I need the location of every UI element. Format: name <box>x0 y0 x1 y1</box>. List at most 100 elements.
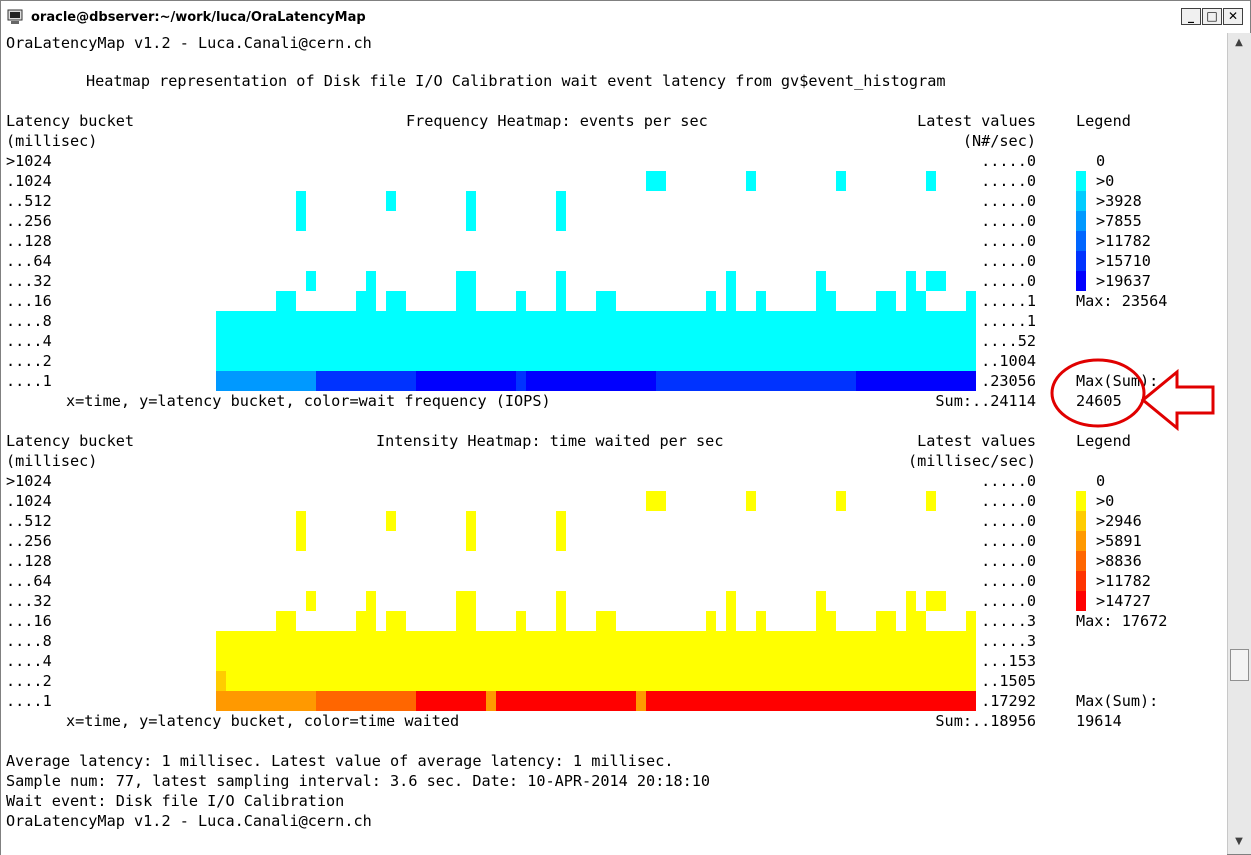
freq-legend-label: >7855 <box>1096 212 1142 230</box>
int-bucket-label: ..256 <box>6 532 52 550</box>
freq-legend-swatch <box>1076 171 1086 191</box>
heatmap-cell <box>656 651 666 671</box>
heatmap-cell <box>786 371 796 391</box>
heatmap-cell <box>826 611 836 631</box>
heatmap-cell <box>706 311 716 331</box>
heatmap-cell <box>276 611 286 631</box>
heatmap-cell <box>566 671 576 691</box>
heatmap-cell <box>526 671 536 691</box>
heatmap-cell <box>466 351 476 371</box>
heatmap-cell <box>536 631 546 651</box>
heatmap-cell <box>436 311 446 331</box>
close-button[interactable]: ✕ <box>1223 8 1243 25</box>
heatmap-cell <box>536 351 546 371</box>
heatmap-cell <box>896 651 906 671</box>
heatmap-cell <box>306 591 316 611</box>
heatmap-cell <box>346 311 356 331</box>
int-legend-swatch <box>1076 551 1086 571</box>
heatmap-cell <box>256 351 266 371</box>
freq-bucket-label: ...32 <box>6 272 52 290</box>
heatmap-cell <box>366 611 376 631</box>
heatmap-cell <box>396 351 406 371</box>
heatmap-cell <box>626 691 636 711</box>
heatmap-cell <box>286 331 296 351</box>
heatmap-cell <box>326 331 336 351</box>
heatmap-cell <box>966 291 976 311</box>
heatmap-cell <box>756 331 766 351</box>
title-bar[interactable]: oracle@dbserver:~/work/luca/OraLatencyMa… <box>1 1 1250 34</box>
heatmap-cell <box>866 351 876 371</box>
heatmap-cell <box>926 371 936 391</box>
heatmap-cell <box>396 671 406 691</box>
int-latest-value: ..1505 <box>981 672 1036 690</box>
heatmap-cell <box>326 351 336 371</box>
heatmap-cell <box>816 631 826 651</box>
freq-latest-values-label: Latest values <box>917 112 1036 130</box>
heatmap-cell <box>276 371 286 391</box>
int-bucket-label: ....8 <box>6 632 52 650</box>
heatmap-cell <box>356 351 366 371</box>
heatmap-cell <box>816 611 826 631</box>
heatmap-cell <box>296 651 306 671</box>
scrollbar-thumb[interactable] <box>1230 649 1249 681</box>
heatmap-cell <box>306 631 316 651</box>
heatmap-cell <box>956 311 966 331</box>
heatmap-cell <box>476 351 486 371</box>
heatmap-cell <box>786 671 796 691</box>
heatmap-cell <box>706 651 716 671</box>
heatmap-cell <box>966 611 976 631</box>
heatmap-cell <box>386 291 396 311</box>
vertical-scrollbar[interactable]: ▲ ▼ <box>1227 33 1251 854</box>
heatmap-cell <box>646 331 656 351</box>
heatmap-cell <box>896 671 906 691</box>
heatmap-cell <box>726 691 736 711</box>
heatmap-cell <box>276 691 286 711</box>
int-bucket-label: ...16 <box>6 612 52 630</box>
heatmap-cell <box>426 651 436 671</box>
heatmap-cell <box>456 311 466 331</box>
heatmap-cell <box>386 671 396 691</box>
heatmap-cell <box>346 631 356 651</box>
heatmap-cell <box>816 311 826 331</box>
heatmap-cell <box>496 371 506 391</box>
heatmap-cell <box>896 691 906 711</box>
heatmap-cell <box>836 311 846 331</box>
heatmap-cell <box>636 651 646 671</box>
heatmap-cell <box>536 671 546 691</box>
maximize-button[interactable]: □ <box>1202 8 1222 25</box>
heatmap-cell <box>346 331 356 351</box>
heatmap-cell <box>516 671 526 691</box>
heatmap-cell <box>416 371 426 391</box>
heatmap-cell <box>836 631 846 651</box>
heatmap-cell <box>596 651 606 671</box>
heatmap-cell <box>256 311 266 331</box>
heatmap-cell <box>656 351 666 371</box>
int-axis-caption: x=time, y=latency bucket, color=time wai… <box>66 712 460 730</box>
heatmap-cell <box>716 651 726 671</box>
scroll-down-icon[interactable]: ▼ <box>1235 836 1243 847</box>
heatmap-cell <box>626 651 636 671</box>
heatmap-cell <box>436 631 446 651</box>
int-bucket-label: .1024 <box>6 492 52 510</box>
heatmap-cell <box>366 291 376 311</box>
heatmap-cell <box>236 651 246 671</box>
terminal-output[interactable]: OraLatencyMap v1.2 - Luca.Canali@cern.ch… <box>1 33 1227 855</box>
heatmap-cell <box>866 311 876 331</box>
heatmap-cell <box>596 631 606 651</box>
heatmap-cell <box>236 311 246 331</box>
heatmap-cell <box>246 671 256 691</box>
heatmap-cell <box>826 351 836 371</box>
heatmap-cell <box>326 671 336 691</box>
int-latest-units-label: (millisec/sec) <box>907 452 1036 470</box>
minimize-button[interactable]: _ <box>1181 8 1201 25</box>
heatmap-cell <box>556 211 566 231</box>
heatmap-cell <box>666 631 676 651</box>
int-latest-value: .17292 <box>981 692 1036 710</box>
scroll-up-icon[interactable]: ▲ <box>1235 37 1243 48</box>
heatmap-cell <box>756 671 766 691</box>
heatmap-cell <box>326 631 336 651</box>
freq-legend-swatch <box>1076 191 1086 211</box>
freq-bucket-label: ....8 <box>6 312 52 330</box>
freq-bucket-label: ...64 <box>6 252 52 270</box>
heatmap-cell <box>276 291 286 311</box>
